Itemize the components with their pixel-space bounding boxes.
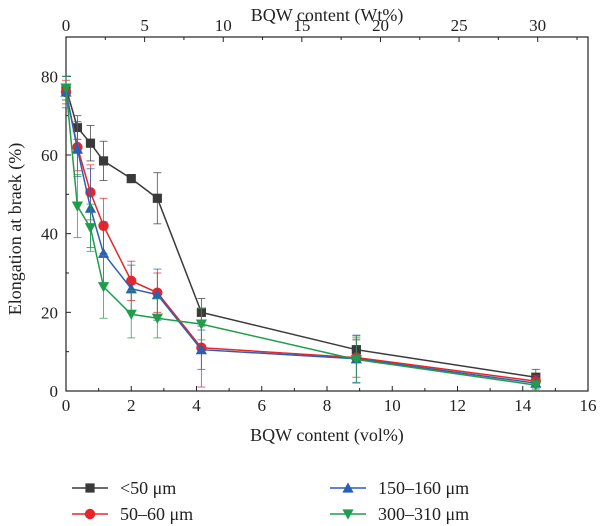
legend-label: 300–310 μm	[378, 504, 469, 524]
legend-item: <50 μm	[72, 478, 176, 498]
data-point	[71, 143, 84, 154]
legend-item: 150–160 μm	[330, 478, 469, 498]
data-point	[530, 380, 542, 391]
data-point	[151, 289, 163, 300]
legend-marker	[84, 508, 96, 520]
data-point	[125, 309, 137, 320]
legend-label: 150–160 μm	[378, 478, 469, 498]
data-point	[97, 282, 110, 293]
legend-marker	[342, 509, 354, 520]
plot-area: 0 2 4 6 8 10 12 14 16 0 5 10 15 20 25 30 0 20 40 60 80	[41, 16, 597, 415]
legend-marker	[85, 483, 95, 493]
x2-tick-label: 25	[451, 16, 468, 35]
x-axis-title: BQW content (vol%)	[250, 425, 404, 446]
series-line	[65, 87, 536, 378]
series-line	[65, 91, 536, 382]
data-point	[195, 319, 207, 330]
y-tick-label: 20	[41, 303, 58, 322]
data-point	[85, 138, 96, 148]
series-4	[60, 75, 542, 391]
x-tick-label: 8	[323, 396, 332, 415]
data-point	[152, 193, 162, 203]
legend-marker	[342, 482, 354, 493]
x-tick-label: 4	[192, 396, 201, 415]
x2-tick-label: 30	[529, 16, 546, 35]
data-point	[126, 174, 136, 184]
data-point	[71, 201, 84, 212]
x-tick-label: 0	[62, 396, 71, 415]
x-tick-label: 16	[580, 396, 597, 415]
y-tick-label: 80	[41, 67, 58, 86]
data-point	[195, 344, 207, 355]
x2-tick-label: 10	[215, 16, 232, 35]
series-3	[60, 75, 542, 390]
legend-item: 300–310 μm	[330, 504, 469, 524]
data-point	[84, 223, 97, 234]
x2-tick-label: 0	[62, 16, 71, 35]
legend-label: <50 μm	[120, 478, 176, 498]
legend-item: 50–60 μm	[72, 504, 193, 524]
data-point	[98, 156, 109, 166]
x2-axis-title: BQW content (Wt%)	[251, 5, 404, 26]
x2-tick-label: 20	[372, 16, 389, 35]
series-1	[61, 75, 541, 386]
legend-label: 50–60 μm	[120, 504, 193, 524]
x-tick-label: 6	[258, 396, 267, 415]
series-line	[65, 88, 536, 386]
x2-tick-label: 5	[140, 16, 149, 35]
x-tick-label: 14	[514, 396, 532, 415]
x-tick-label: 2	[127, 396, 136, 415]
y-axis-title: Elongation at braek (%)	[5, 143, 26, 315]
x2-tick-label: 15	[293, 16, 310, 35]
x-tick-label: 10	[384, 396, 401, 415]
legend: <50 μm 50–60 μm 150–160 μm 300–310 μm	[72, 478, 469, 524]
plot-frame	[65, 36, 589, 392]
data-point	[151, 313, 163, 324]
x-tick-label: 12	[449, 396, 466, 415]
series-2	[60, 79, 541, 388]
y-tick-label: 0	[50, 382, 59, 401]
y-tick-label: 60	[41, 146, 58, 165]
data-point	[350, 354, 362, 366]
series-line	[65, 91, 536, 384]
y-tick-label: 40	[41, 225, 58, 244]
data-point	[60, 83, 72, 94]
